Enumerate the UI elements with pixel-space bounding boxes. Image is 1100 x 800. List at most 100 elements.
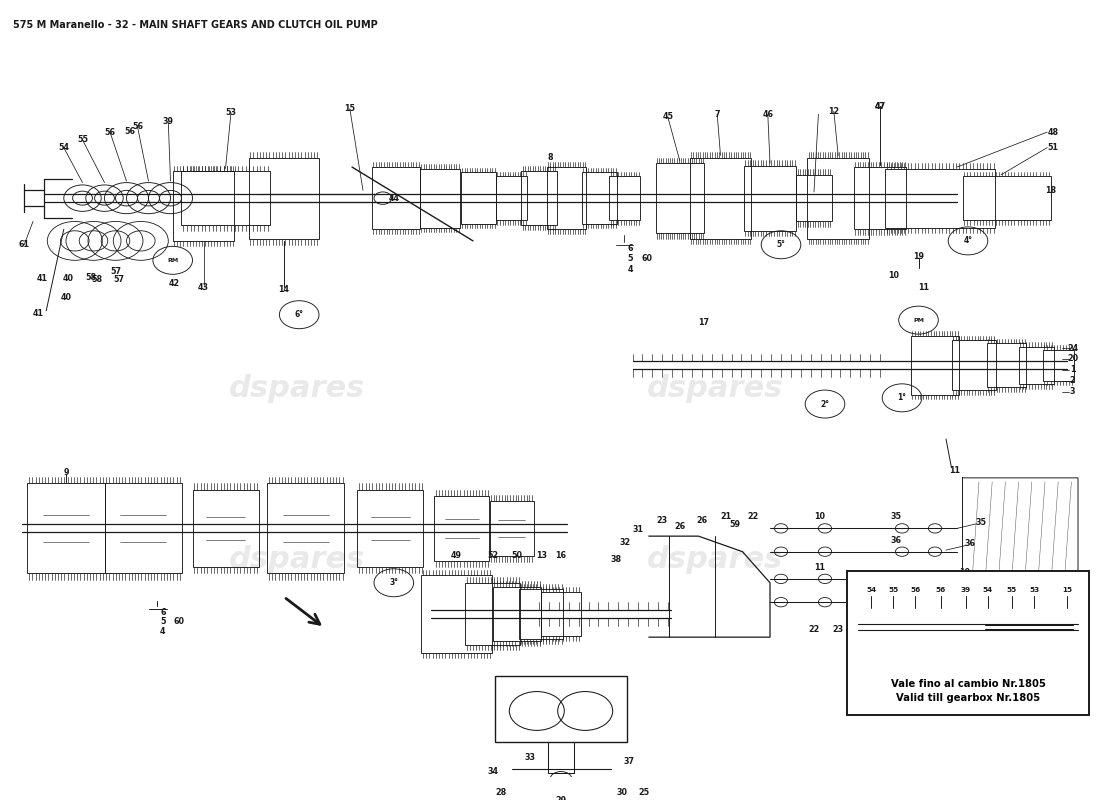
Text: 1°: 1° — [898, 394, 906, 402]
Bar — [923, 609, 958, 646]
Text: 5°: 5° — [777, 240, 785, 250]
Bar — [744, 166, 796, 230]
Text: 26: 26 — [674, 522, 685, 531]
Text: 33: 33 — [525, 753, 536, 762]
Bar — [104, 483, 182, 574]
Bar — [434, 496, 490, 561]
Text: 56: 56 — [132, 122, 143, 131]
Bar — [1019, 346, 1054, 384]
Bar — [847, 571, 1089, 715]
Bar — [891, 606, 931, 649]
Bar — [547, 167, 586, 230]
Text: 8: 8 — [547, 154, 553, 162]
Text: 2°: 2° — [821, 399, 829, 409]
Bar — [886, 169, 996, 228]
Text: 6: 6 — [161, 608, 165, 617]
Text: 48: 48 — [1047, 127, 1058, 137]
Bar — [911, 336, 959, 394]
Text: 13: 13 — [536, 551, 547, 560]
Text: 42: 42 — [168, 279, 179, 288]
Text: 61: 61 — [19, 240, 30, 250]
Text: 46: 46 — [762, 110, 773, 118]
Text: 15: 15 — [344, 104, 355, 114]
Text: 22: 22 — [808, 625, 820, 634]
Text: 10: 10 — [888, 271, 899, 280]
Bar — [461, 173, 496, 224]
Text: 26: 26 — [696, 516, 707, 525]
Text: 17: 17 — [698, 318, 710, 327]
Text: 5: 5 — [627, 254, 634, 263]
Text: dspares: dspares — [229, 374, 365, 403]
Text: 50: 50 — [512, 551, 522, 560]
Text: 36: 36 — [965, 539, 976, 549]
Text: 22: 22 — [748, 512, 759, 522]
Text: 56: 56 — [104, 127, 116, 137]
Text: 38: 38 — [610, 555, 621, 564]
Text: 44: 44 — [388, 194, 399, 202]
Text: 4°: 4° — [964, 236, 972, 246]
Text: 53: 53 — [226, 108, 236, 117]
Text: 60: 60 — [174, 617, 185, 626]
Text: 27: 27 — [883, 621, 894, 630]
Bar — [465, 582, 520, 645]
Bar — [493, 586, 541, 641]
Bar — [28, 483, 105, 574]
Text: 4: 4 — [627, 265, 634, 274]
Bar — [267, 483, 344, 574]
Text: dspares: dspares — [647, 374, 783, 403]
Text: 60: 60 — [641, 254, 652, 263]
Bar — [358, 490, 424, 567]
Text: 55: 55 — [77, 135, 88, 144]
Bar — [796, 175, 832, 222]
Text: 10: 10 — [959, 568, 970, 577]
Bar — [690, 158, 751, 238]
Text: 54: 54 — [866, 586, 877, 593]
Text: 18: 18 — [1045, 186, 1056, 195]
Text: RM: RM — [167, 258, 178, 263]
Text: 9: 9 — [64, 468, 68, 477]
Text: 4: 4 — [161, 627, 165, 636]
Text: 55: 55 — [888, 586, 899, 593]
Text: 41: 41 — [33, 309, 44, 318]
Text: 52: 52 — [487, 551, 498, 560]
Text: 6°: 6° — [295, 310, 304, 319]
Text: 55: 55 — [1006, 586, 1018, 593]
Text: 3: 3 — [1069, 387, 1076, 396]
Bar — [495, 676, 627, 742]
Text: 47: 47 — [874, 102, 886, 111]
Bar — [807, 158, 869, 238]
Bar — [192, 490, 258, 567]
Text: 39: 39 — [163, 118, 174, 126]
Text: 40: 40 — [63, 274, 74, 283]
Text: 56: 56 — [124, 127, 135, 136]
Text: 45: 45 — [662, 112, 673, 121]
Bar — [421, 575, 492, 653]
Text: 58: 58 — [86, 273, 97, 282]
Text: 2: 2 — [1069, 376, 1076, 386]
Text: 32: 32 — [619, 538, 630, 547]
Text: 3°: 3° — [389, 578, 398, 587]
Bar — [1043, 350, 1074, 381]
Bar — [249, 158, 319, 238]
Bar — [582, 173, 617, 224]
Text: 43: 43 — [198, 283, 209, 292]
Bar — [521, 171, 557, 226]
Text: 11: 11 — [814, 562, 825, 572]
Bar — [953, 611, 983, 642]
Text: 28: 28 — [495, 788, 506, 797]
Text: 6: 6 — [627, 244, 634, 253]
Bar — [372, 167, 420, 230]
Text: 1: 1 — [1069, 366, 1076, 374]
Text: 47: 47 — [874, 102, 886, 111]
Text: 14: 14 — [278, 286, 289, 294]
Text: 59: 59 — [729, 520, 740, 529]
Text: 54: 54 — [982, 586, 993, 593]
Text: 49: 49 — [451, 551, 462, 560]
Text: 21: 21 — [720, 512, 732, 522]
Text: Vale fino al cambio Nr.1805: Vale fino al cambio Nr.1805 — [891, 678, 1045, 689]
Text: 10: 10 — [814, 512, 825, 522]
Text: 29: 29 — [556, 796, 566, 800]
Text: 35: 35 — [976, 518, 987, 526]
Bar — [173, 171, 234, 241]
Text: 36: 36 — [891, 535, 902, 545]
